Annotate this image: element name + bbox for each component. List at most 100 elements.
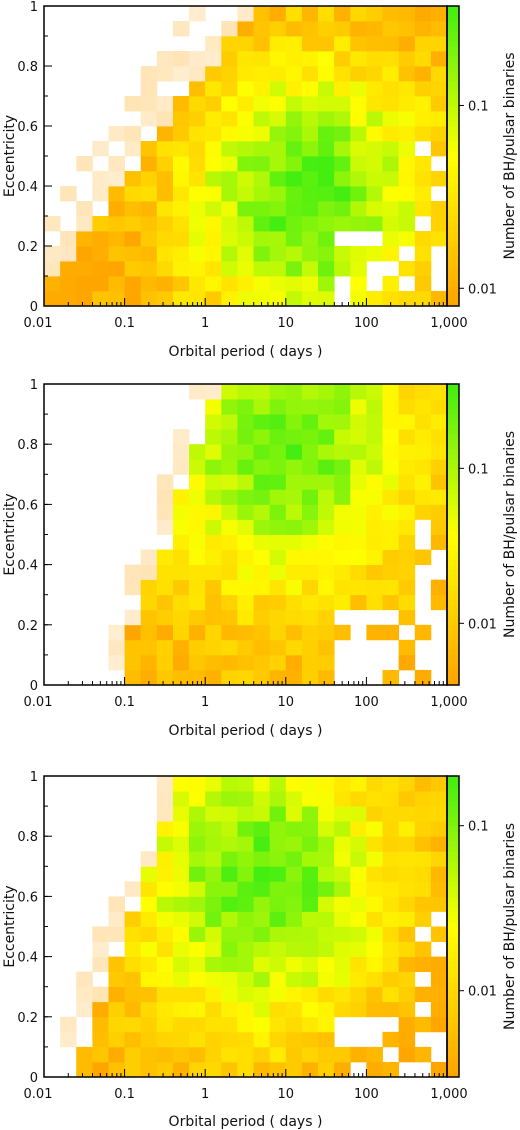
heatmap-cell — [414, 624, 432, 641]
heatmap-cell — [269, 141, 287, 157]
heatmap-cell — [221, 36, 238, 52]
heatmap-cell — [414, 429, 432, 445]
colorbar-segment — [447, 221, 459, 227]
heatmap-cell — [140, 1046, 158, 1063]
colorbar-segment — [447, 981, 459, 988]
heatmap-cell — [237, 594, 254, 611]
heatmap-cell — [318, 201, 335, 217]
heatmap-cell — [172, 836, 190, 852]
heatmap-cell — [430, 519, 448, 535]
heatmap-cell — [414, 1016, 432, 1033]
heatmap-cell — [253, 1031, 271, 1048]
heatmap-cell — [285, 141, 303, 157]
heatmap-cell — [398, 111, 416, 127]
heatmap-cell — [285, 276, 303, 292]
heatmap-cell — [92, 246, 109, 262]
heatmap-cell — [366, 971, 383, 988]
heatmap-cell — [221, 111, 238, 127]
heatmap-cell — [366, 866, 383, 882]
heatmap-cell — [172, 504, 190, 520]
heatmap-cell — [285, 1016, 303, 1033]
heatmap-cell — [318, 6, 335, 22]
heatmap-cell — [205, 669, 222, 686]
heatmap-cell — [205, 1031, 222, 1048]
heatmap-cell — [414, 186, 432, 202]
heatmap-cell — [382, 956, 400, 973]
heatmap-cell — [124, 246, 142, 262]
heatmap-cell — [285, 156, 303, 172]
colorbar-segment — [447, 11, 459, 17]
heatmap-cell — [301, 66, 319, 82]
heatmap-cell — [221, 1061, 238, 1078]
x-tick-label: 0.1 — [114, 1087, 135, 1102]
heatmap-cell — [172, 1031, 190, 1048]
heatmap-cell — [253, 429, 271, 445]
heatmap-cell — [285, 836, 303, 852]
heatmap-cell — [124, 654, 142, 671]
colorbar-segment — [447, 469, 459, 475]
colorbar-segment — [447, 791, 459, 797]
heatmap-cell — [350, 384, 367, 400]
heatmap-cell — [334, 519, 351, 535]
heatmap-cell — [140, 81, 158, 97]
heatmap-cell — [350, 66, 367, 82]
heatmap-cell — [285, 806, 303, 822]
colorbar-segment — [447, 564, 459, 571]
heatmap-cell — [189, 941, 206, 957]
heatmap-cell — [156, 519, 174, 535]
heatmap-cell — [414, 261, 432, 277]
heatmap-cell — [205, 881, 222, 897]
heatmap-cell — [382, 6, 400, 22]
heatmap-cell — [414, 489, 432, 505]
heatmap-cell — [221, 156, 238, 172]
heatmap-cell — [301, 489, 319, 505]
heatmap-cell — [189, 896, 206, 912]
heatmap-cell — [221, 881, 238, 897]
heatmap-cell — [398, 896, 416, 912]
heatmap-cell — [414, 81, 432, 97]
heatmap-cell — [156, 504, 174, 520]
heatmap-cell — [237, 81, 254, 97]
heatmap-cell — [253, 1046, 271, 1063]
heatmap-cell — [189, 141, 206, 157]
colorbar-segment — [447, 786, 459, 792]
colorbar-segment — [447, 801, 459, 807]
heatmap-cell — [253, 609, 271, 626]
colorbar-segment — [447, 176, 459, 182]
heatmap-cell — [253, 791, 271, 807]
colorbar-segment — [447, 171, 459, 177]
heatmap-cell — [124, 926, 142, 942]
heatmap-cell — [382, 926, 400, 942]
heatmap-cell — [221, 549, 238, 565]
heatmap-cell — [414, 291, 432, 307]
heatmap-cell — [430, 81, 448, 97]
heatmap-cell — [301, 926, 319, 942]
heatmap-cell — [237, 669, 254, 686]
heatmap-cell — [285, 474, 303, 490]
y-tick-label: 0.8 — [17, 60, 38, 75]
heatmap-cell — [124, 624, 142, 641]
heatmap-cell — [205, 836, 222, 852]
colorbar-segment — [447, 81, 459, 87]
heatmap-cell — [140, 639, 158, 656]
heatmap-cell — [318, 1031, 335, 1048]
heatmap-cell — [334, 1061, 351, 1078]
heatmap-cell — [237, 609, 254, 626]
heatmap-cell — [398, 1001, 416, 1018]
heatmap-cell — [92, 986, 109, 1003]
heatmap-cell — [124, 881, 142, 897]
colorbar-segment — [447, 961, 459, 968]
heatmap-cell — [253, 911, 271, 927]
heatmap-cell — [318, 414, 335, 430]
heatmap-cell — [318, 776, 335, 792]
heatmap-cell — [172, 881, 190, 897]
colorbar-segment — [447, 96, 459, 102]
heatmap-cell — [366, 941, 383, 957]
heatmap-cell — [253, 504, 271, 520]
heatmap-cell — [318, 956, 335, 973]
colorbar-segment — [447, 246, 459, 252]
heatmap-cell — [237, 6, 254, 22]
heatmap-cell — [76, 246, 93, 262]
heatmap-cell — [140, 564, 158, 581]
colorbar-segment — [447, 956, 459, 963]
